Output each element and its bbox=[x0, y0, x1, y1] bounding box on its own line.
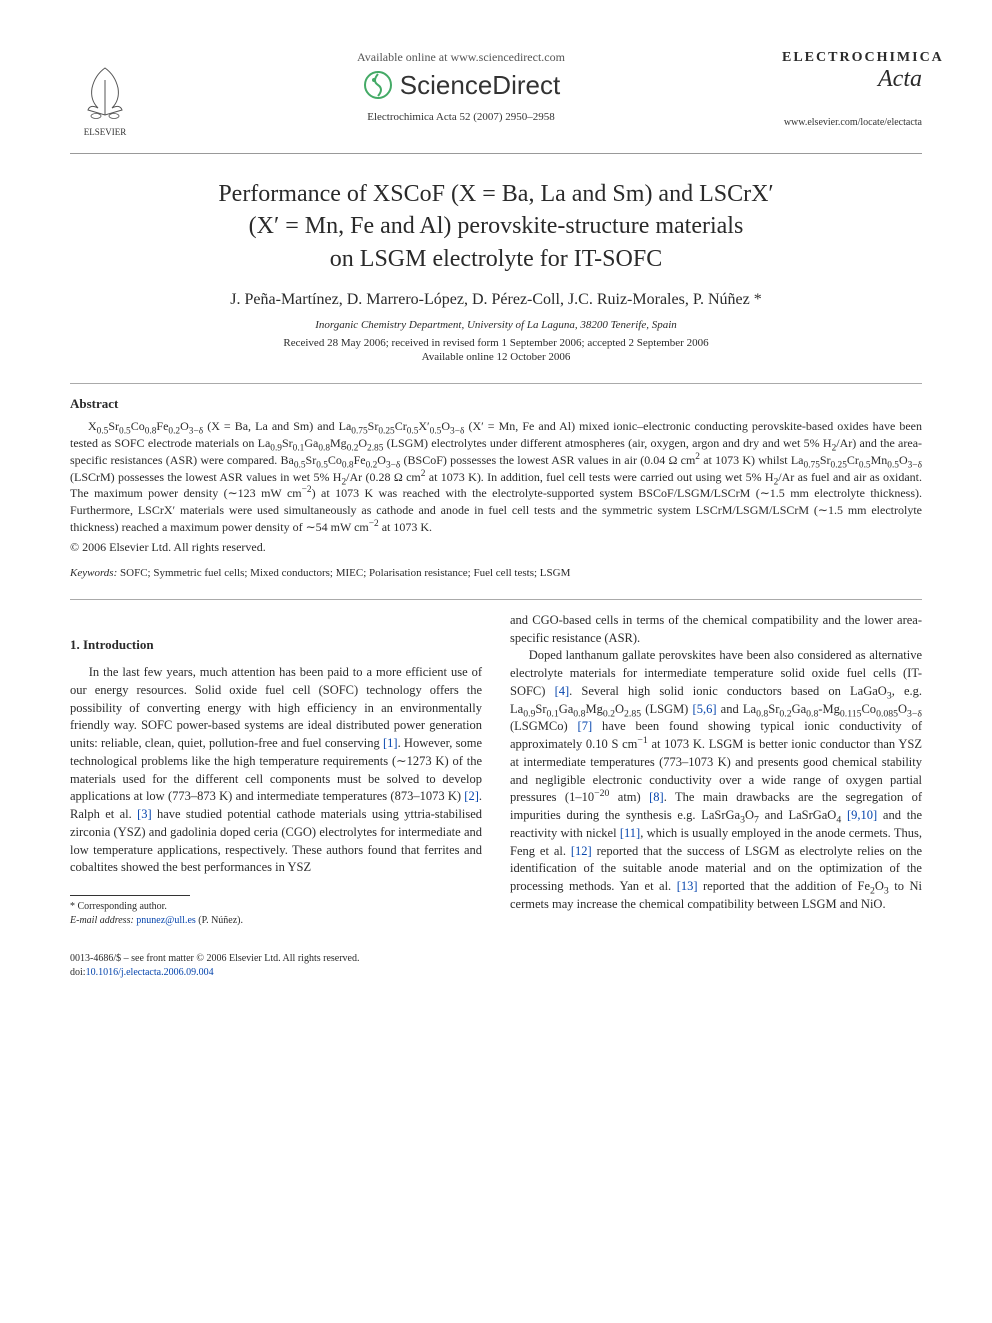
intro-paragraph-1: In the last few years, much attention ha… bbox=[70, 664, 482, 877]
corresponding-footnote: * Corresponding author. bbox=[70, 900, 482, 914]
doi-link[interactable]: 10.1016/j.electacta.2006.09.004 bbox=[86, 967, 214, 978]
footer-copyright: 0013-4686/$ – see front matter © 2006 El… bbox=[70, 952, 922, 966]
header-row: ELSEVIER Available online at www.science… bbox=[70, 50, 922, 145]
sciencedirect-text: ScienceDirect bbox=[400, 70, 560, 101]
abstract-heading: Abstract bbox=[70, 396, 922, 412]
abstract-top-divider bbox=[70, 383, 922, 384]
journal-citation: Electrochimica Acta 52 (2007) 2950–2958 bbox=[140, 111, 782, 123]
journal-name-upper: ELECTROCHIMICA bbox=[782, 50, 922, 66]
email-author-name: (P. Núñez). bbox=[198, 915, 243, 926]
intro-paragraph-2b: Doped lanthanum gallate perovskites have… bbox=[510, 647, 922, 913]
email-link[interactable]: pnunez@ull.es bbox=[136, 915, 195, 926]
corresponding-star: * bbox=[754, 291, 762, 308]
sciencedirect-logo: ScienceDirect bbox=[140, 69, 782, 101]
abstract-copyright: © 2006 Elsevier Ltd. All rights reserved… bbox=[70, 540, 922, 555]
journal-logo-block: ELECTROCHIMICA Acta www.elsevier.com/loc… bbox=[782, 50, 922, 128]
intro-heading: 1. Introduction bbox=[70, 636, 482, 654]
email-footnote: E-mail address: pnunez@ull.es (P. Núñez)… bbox=[70, 914, 482, 928]
abstract-body: X0.5Sr0.5Co0.8Fe0.2O3−δ (X = Ba, La and … bbox=[70, 418, 922, 536]
footer-doi: doi:10.1016/j.electacta.2006.09.004 bbox=[70, 966, 922, 980]
header-center: Available online at www.sciencedirect.co… bbox=[140, 50, 782, 123]
elsevier-tree-icon: ELSEVIER bbox=[70, 60, 140, 140]
affiliation: Inorganic Chemistry Department, Universi… bbox=[70, 319, 922, 331]
article-title: Performance of XSCoF (X = Ba, La and Sm)… bbox=[110, 178, 882, 275]
title-line-1: Performance of XSCoF (X = Ba, La and Sm)… bbox=[218, 181, 773, 207]
keywords-text: SOFC; Symmetric fuel cells; Mixed conduc… bbox=[117, 567, 570, 579]
article-page: ELSEVIER Available online at www.science… bbox=[0, 0, 992, 1020]
left-column: 1. Introduction In the last few years, m… bbox=[70, 612, 482, 928]
elsevier-logo: ELSEVIER bbox=[70, 60, 140, 145]
authors-line: J. Peña-Martínez, D. Marrero-López, D. P… bbox=[70, 291, 922, 309]
received-dates: Received 28 May 2006; received in revise… bbox=[70, 337, 922, 349]
right-column: and CGO-based cells in terms of the chem… bbox=[510, 612, 922, 928]
journal-url: www.elsevier.com/locate/electacta bbox=[782, 117, 922, 128]
intro-paragraph-2a: and CGO-based cells in terms of the chem… bbox=[510, 612, 922, 648]
email-label: E-mail address: bbox=[70, 915, 134, 926]
footer-info: 0013-4686/$ – see front matter © 2006 El… bbox=[70, 952, 922, 980]
available-online-text: Available online at www.sciencedirect.co… bbox=[140, 50, 782, 65]
abstract-bottom-divider bbox=[70, 599, 922, 600]
title-line-2: (X′ = Mn, Fe and Al) perovskite-structur… bbox=[249, 213, 744, 239]
journal-name-lower: Acta bbox=[782, 66, 922, 93]
authors-text: J. Peña-Martínez, D. Marrero-López, D. P… bbox=[230, 291, 749, 308]
body-columns: 1. Introduction In the last few years, m… bbox=[70, 612, 922, 928]
footnote-divider bbox=[70, 895, 190, 896]
sciencedirect-icon bbox=[362, 69, 394, 101]
keywords-line: Keywords: SOFC; Symmetric fuel cells; Mi… bbox=[70, 567, 922, 579]
title-line-3: on LSGM electrolyte for IT-SOFC bbox=[330, 246, 662, 272]
keywords-label: Keywords: bbox=[70, 567, 117, 579]
header-divider bbox=[70, 153, 922, 154]
available-date: Available online 12 October 2006 bbox=[70, 351, 922, 363]
elsevier-label: ELSEVIER bbox=[84, 127, 127, 137]
